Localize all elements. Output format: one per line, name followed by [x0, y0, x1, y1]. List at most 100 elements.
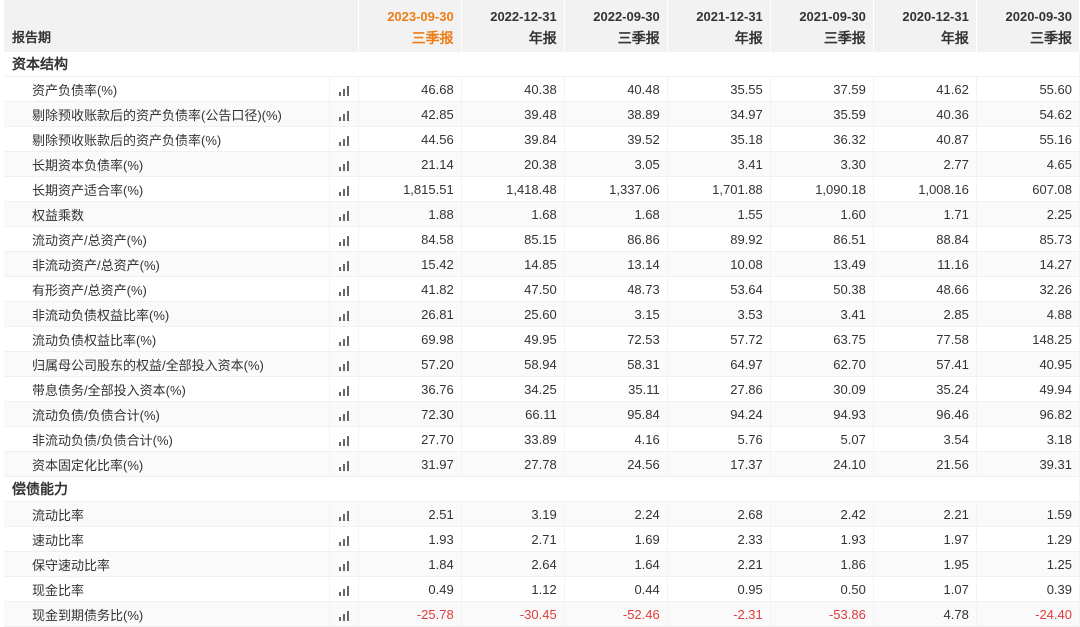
period-type[interactable]: 年报: [873, 24, 977, 52]
bar-chart-icon[interactable]: [338, 560, 350, 571]
chart-button[interactable]: [329, 176, 359, 202]
table-header: 报告期 2023-09-30 2022-12-31 2022-09-30 2021-12…: [4, 0, 1080, 52]
bar-chart-icon[interactable]: [338, 210, 350, 221]
value-cell: 47.50: [461, 276, 565, 302]
row-label: 非流动资产/总资产(%): [4, 251, 330, 277]
value-cell: 39.84: [461, 126, 565, 152]
chart-button[interactable]: [329, 551, 359, 577]
period-type[interactable]: 三季报: [358, 24, 462, 52]
chart-button[interactable]: [329, 451, 359, 477]
bar-chart-icon[interactable]: [338, 85, 350, 96]
chart-button[interactable]: [329, 326, 359, 352]
value-cell: 63.75: [770, 326, 874, 352]
value-cell: -52.46: [564, 601, 668, 627]
period-date[interactable]: 2020-12-31: [873, 0, 977, 24]
value-cell: 14.85: [461, 251, 565, 277]
chart-button[interactable]: [329, 401, 359, 427]
bar-chart-icon[interactable]: [338, 510, 350, 521]
period-date[interactable]: 2021-09-30: [770, 0, 874, 24]
chart-button[interactable]: [329, 526, 359, 552]
value-cell: 58.31: [564, 351, 668, 377]
value-cell: 1,418.48: [461, 176, 565, 202]
row-label: 资本固定化比率(%): [4, 451, 330, 477]
period-type[interactable]: 三季报: [976, 24, 1080, 52]
financial-ratio-table: 报告期 2023-09-30 2022-12-31 2022-09-30 2021-12…: [4, 0, 1080, 627]
header-date-row: 报告期 2023-09-30 2022-12-31 2022-09-30 2021-12…: [4, 0, 1080, 52]
value-cell: 15.42: [358, 251, 462, 277]
period-type[interactable]: 年报: [461, 24, 565, 52]
value-cell: 35.18: [667, 126, 771, 152]
period-type[interactable]: 三季报: [564, 24, 668, 52]
period-date[interactable]: 2020-09-30: [976, 0, 1080, 24]
value-cell: 85.15: [461, 226, 565, 252]
chart-button[interactable]: [329, 76, 359, 102]
period-date[interactable]: 2022-09-30: [564, 0, 668, 24]
chart-button[interactable]: [329, 601, 359, 627]
bar-chart-icon[interactable]: [338, 335, 350, 346]
table-row: 非流动负债权益比率(%) 26.81 25.60 3.15 3.53 3.41 2.85 4.…: [4, 301, 1080, 327]
chart-button[interactable]: [329, 501, 359, 527]
value-cell: -24.40: [976, 601, 1080, 627]
value-cell: 1.88: [358, 201, 462, 227]
value-cell: 42.85: [358, 101, 462, 127]
row-label: 非流动负债权益比率(%): [4, 301, 330, 327]
chart-button[interactable]: [329, 351, 359, 377]
chart-button[interactable]: [329, 226, 359, 252]
bar-chart-icon[interactable]: [338, 135, 350, 146]
chart-button[interactable]: [329, 201, 359, 227]
chart-button[interactable]: [329, 101, 359, 127]
bar-chart-icon[interactable]: [338, 460, 350, 471]
header-type-row: 三季报 年报 三季报 年报 三季报 年报 三季报: [4, 24, 1080, 52]
period-type[interactable]: 年报: [667, 24, 771, 52]
bar-chart-icon[interactable]: [338, 535, 350, 546]
chart-button[interactable]: [329, 126, 359, 152]
value-cell: 5.07: [770, 426, 874, 452]
value-cell: 5.76: [667, 426, 771, 452]
table-row: 非流动负债/负债合计(%) 27.70 33.89 4.16 5.76 5.07 3.54 3…: [4, 426, 1080, 452]
value-cell: 1.69: [564, 526, 668, 552]
value-cell: 2.64: [461, 551, 565, 577]
value-cell: 49.94: [976, 376, 1080, 402]
value-cell: 96.82: [976, 401, 1080, 427]
value-cell: 40.95: [976, 351, 1080, 377]
bar-chart-icon[interactable]: [338, 385, 350, 396]
value-cell: 34.97: [667, 101, 771, 127]
bar-chart-icon[interactable]: [338, 110, 350, 121]
value-cell: 0.50: [770, 576, 874, 602]
row-label: 剔除预收账款后的资产负债率(%): [4, 126, 330, 152]
bar-chart-icon[interactable]: [338, 435, 350, 446]
bar-chart-icon[interactable]: [338, 160, 350, 171]
bar-chart-icon[interactable]: [338, 610, 350, 621]
value-cell: 30.09: [770, 376, 874, 402]
value-cell: 1,090.18: [770, 176, 874, 202]
bar-chart-icon[interactable]: [338, 410, 350, 421]
value-cell: 66.11: [461, 401, 565, 427]
value-cell: 94.93: [770, 401, 874, 427]
chart-button[interactable]: [329, 301, 359, 327]
bar-chart-icon[interactable]: [338, 310, 350, 321]
bar-chart-icon[interactable]: [338, 235, 350, 246]
value-cell: 86.86: [564, 226, 668, 252]
bar-chart-icon[interactable]: [338, 585, 350, 596]
chart-button[interactable]: [329, 426, 359, 452]
period-date[interactable]: 2022-12-31: [461, 0, 565, 24]
period-type[interactable]: 三季报: [770, 24, 874, 52]
chart-button[interactable]: [329, 376, 359, 402]
bar-chart-icon[interactable]: [338, 360, 350, 371]
table-row: 归属母公司股东的权益/全部投入资本(%) 57.20 58.94 58.31 64.97…: [4, 351, 1080, 377]
chart-button[interactable]: [329, 576, 359, 602]
period-date[interactable]: 2021-12-31: [667, 0, 771, 24]
value-cell: 0.95: [667, 576, 771, 602]
bar-chart-icon[interactable]: [338, 185, 350, 196]
period-date[interactable]: 2023-09-30: [358, 0, 462, 24]
chart-button[interactable]: [329, 151, 359, 177]
table-row: 现金比率 0.49 1.12 0.44 0.95 0.50 1.07 0.39: [4, 576, 1080, 602]
value-cell: 27.86: [667, 376, 771, 402]
value-cell: 58.94: [461, 351, 565, 377]
chart-button[interactable]: [329, 251, 359, 277]
bar-chart-icon[interactable]: [338, 285, 350, 296]
bar-chart-icon[interactable]: [338, 260, 350, 271]
value-cell: 3.30: [770, 151, 874, 177]
table-body: 资本结构 资产负债率(%) 46.68 40.38 40.48 35.55 37.59 41.…: [4, 52, 1080, 627]
chart-button[interactable]: [329, 276, 359, 302]
